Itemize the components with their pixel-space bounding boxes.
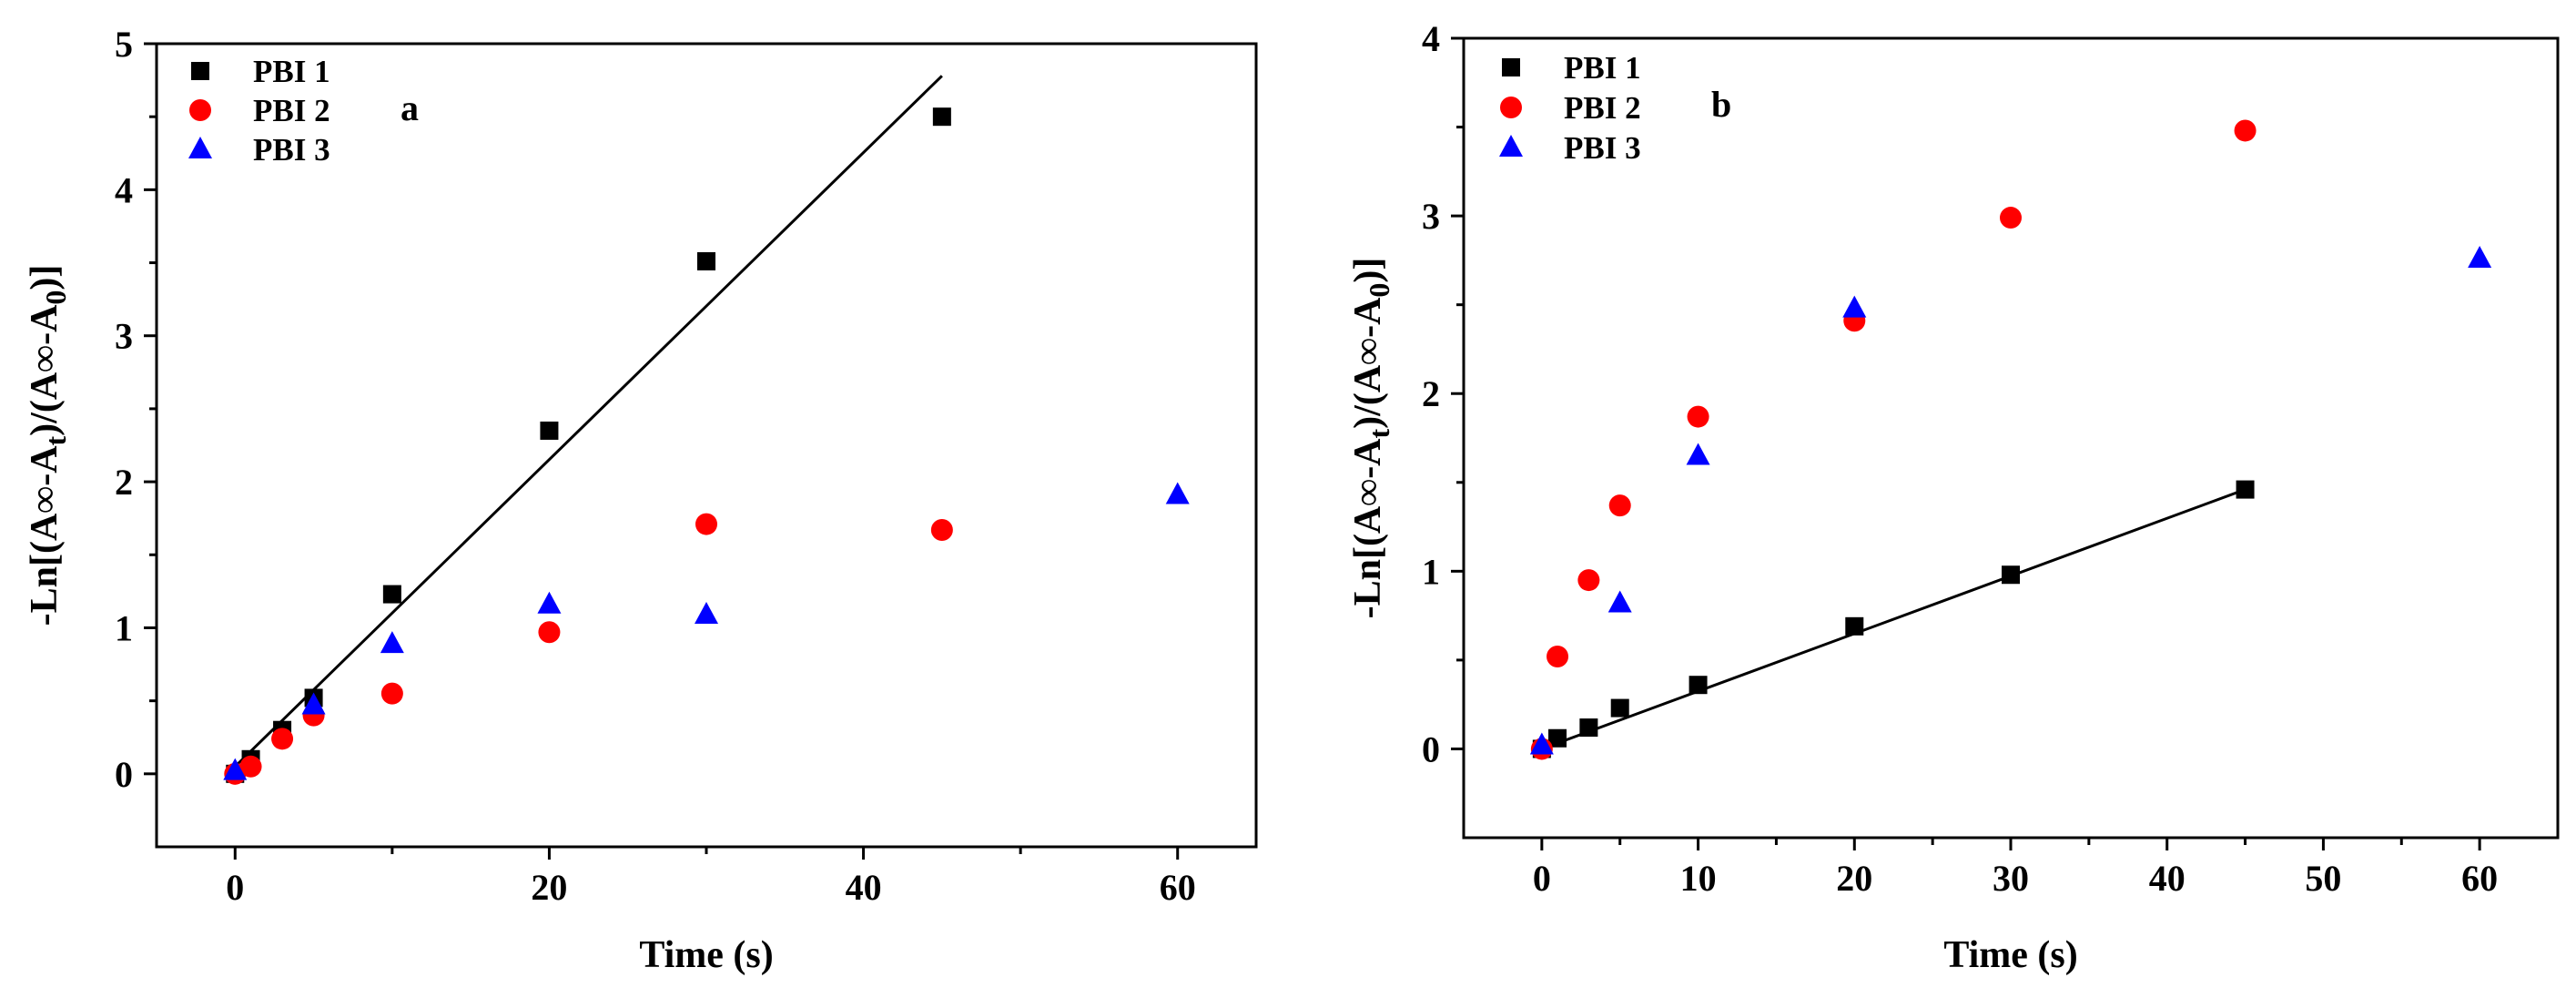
data-point: [1577, 569, 1600, 592]
legend-marker: [1500, 97, 1522, 118]
data-point: [2000, 207, 2022, 229]
data-point: [1548, 728, 1567, 748]
data-point: [538, 621, 561, 644]
data-point: [1607, 590, 1632, 613]
x-tick-label: 20: [1836, 858, 1872, 899]
series-pbi-1: [226, 107, 951, 783]
x-tick-label: 60: [2461, 858, 2498, 899]
data-point: [1686, 443, 1710, 465]
x-tick-label: 40: [2149, 858, 2186, 899]
data-point: [1845, 616, 1864, 636]
data-point: [1608, 494, 1631, 517]
data-point: [930, 519, 953, 542]
data-point: [932, 107, 951, 127]
legend-label: PBI 1: [1564, 50, 1641, 86]
y-tick-label: 3: [1422, 196, 1440, 237]
y-tick-label: 0: [115, 754, 133, 795]
y-axis-label-part: )/(A∞-A: [1347, 297, 1389, 429]
data-point: [382, 585, 401, 604]
y-axis-label-subscript: t: [1363, 428, 1395, 438]
series-pbi-2: [224, 513, 953, 785]
legend-label: PBI 1: [253, 54, 330, 89]
y-axis-label-subscript: 0: [1363, 283, 1395, 298]
y-tick-label: 3: [115, 316, 133, 357]
data-point: [1529, 732, 1554, 755]
data-point: [1842, 295, 1867, 318]
x-tick-label: 10: [1680, 858, 1717, 899]
y-axis-label-part: -Ln[(A∞-A: [24, 445, 66, 626]
legend-label: PBI 3: [253, 132, 330, 168]
legend-label: PBI 2: [1564, 90, 1641, 126]
data-point: [239, 755, 262, 778]
data-point: [1610, 698, 1629, 718]
data-point: [2234, 119, 2257, 142]
x-tick-label: 0: [226, 867, 244, 908]
y-axis-label-part: )/(A∞-A: [24, 304, 66, 436]
y-tick-label: 2: [115, 462, 133, 503]
y-axis-label: -Ln[(A∞-At)/(A∞-A0)]: [1347, 258, 1395, 619]
y-tick-label: 4: [115, 169, 133, 210]
data-point: [697, 251, 715, 270]
y-axis-label-part: -Ln[(A∞-A: [1347, 438, 1389, 619]
x-tick-label: 30: [1993, 858, 2029, 899]
x-axis-label: Time (s): [1943, 934, 2077, 976]
chart-b: 0 10 20 30 40 50 60 0 1 2 3 4 Time (s) -Ln[(A∞-At)/(A…: [1347, 18, 2560, 976]
x-tick-label: 20: [531, 867, 567, 908]
y-tick-label: 5: [115, 24, 133, 65]
y-axis-label: -Ln[(A∞-At)/(A∞-A0)]: [24, 265, 72, 626]
legend-label: PBI 2: [253, 93, 330, 128]
x-tick-label: 40: [846, 867, 882, 908]
legend-marker: [1499, 135, 1523, 157]
y-axis-label-part: )]: [1347, 258, 1389, 283]
series-pbi-3: [223, 482, 1190, 780]
x-tick-label: 60: [1160, 867, 1196, 908]
data-point: [537, 591, 562, 614]
data-point: [2468, 245, 2492, 268]
panel-label: a: [401, 87, 419, 128]
series-pbi-2: [1530, 119, 2257, 760]
fit-line-pbi-1: [1541, 488, 2246, 750]
data-point: [301, 692, 326, 715]
y-tick-label: 4: [1422, 18, 1440, 59]
data-point: [223, 758, 248, 780]
data-point: [540, 421, 559, 440]
legend-marker: [1502, 58, 1520, 76]
legend-marker: [189, 99, 211, 121]
panel-label: b: [1711, 84, 1731, 125]
data-point: [2236, 480, 2255, 499]
data-point: [1687, 405, 1709, 428]
y-tick-label: 2: [1422, 373, 1440, 414]
y-axis-label-subscript: 0: [39, 290, 72, 305]
data-point: [1165, 482, 1190, 504]
data-point: [695, 513, 717, 535]
y-axis-label-part: )]: [24, 265, 66, 290]
fit-line-pbi-1: [234, 75, 943, 768]
data-point: [695, 602, 718, 625]
data-point: [2002, 565, 2020, 585]
data-point: [380, 682, 403, 705]
data-point: [1689, 676, 1708, 695]
data-point: [1547, 645, 1569, 667]
y-tick-label: 1: [115, 607, 133, 648]
data-point: [380, 631, 404, 654]
x-axis-label: Time (s): [639, 934, 773, 976]
data-point: [1579, 718, 1598, 738]
series-pbi-3: [1529, 245, 2492, 755]
data-point: [271, 728, 294, 750]
legend-label: PBI 3: [1564, 130, 1641, 166]
x-tick-label: 0: [1533, 858, 1551, 899]
legend-marker: [188, 137, 212, 158]
x-tick-label: 50: [2305, 858, 2341, 899]
legend-marker: [191, 62, 209, 80]
y-tick-label: 1: [1422, 551, 1440, 592]
y-axis-label-subscript: t: [39, 435, 72, 445]
y-tick-label: 0: [1422, 728, 1440, 769]
